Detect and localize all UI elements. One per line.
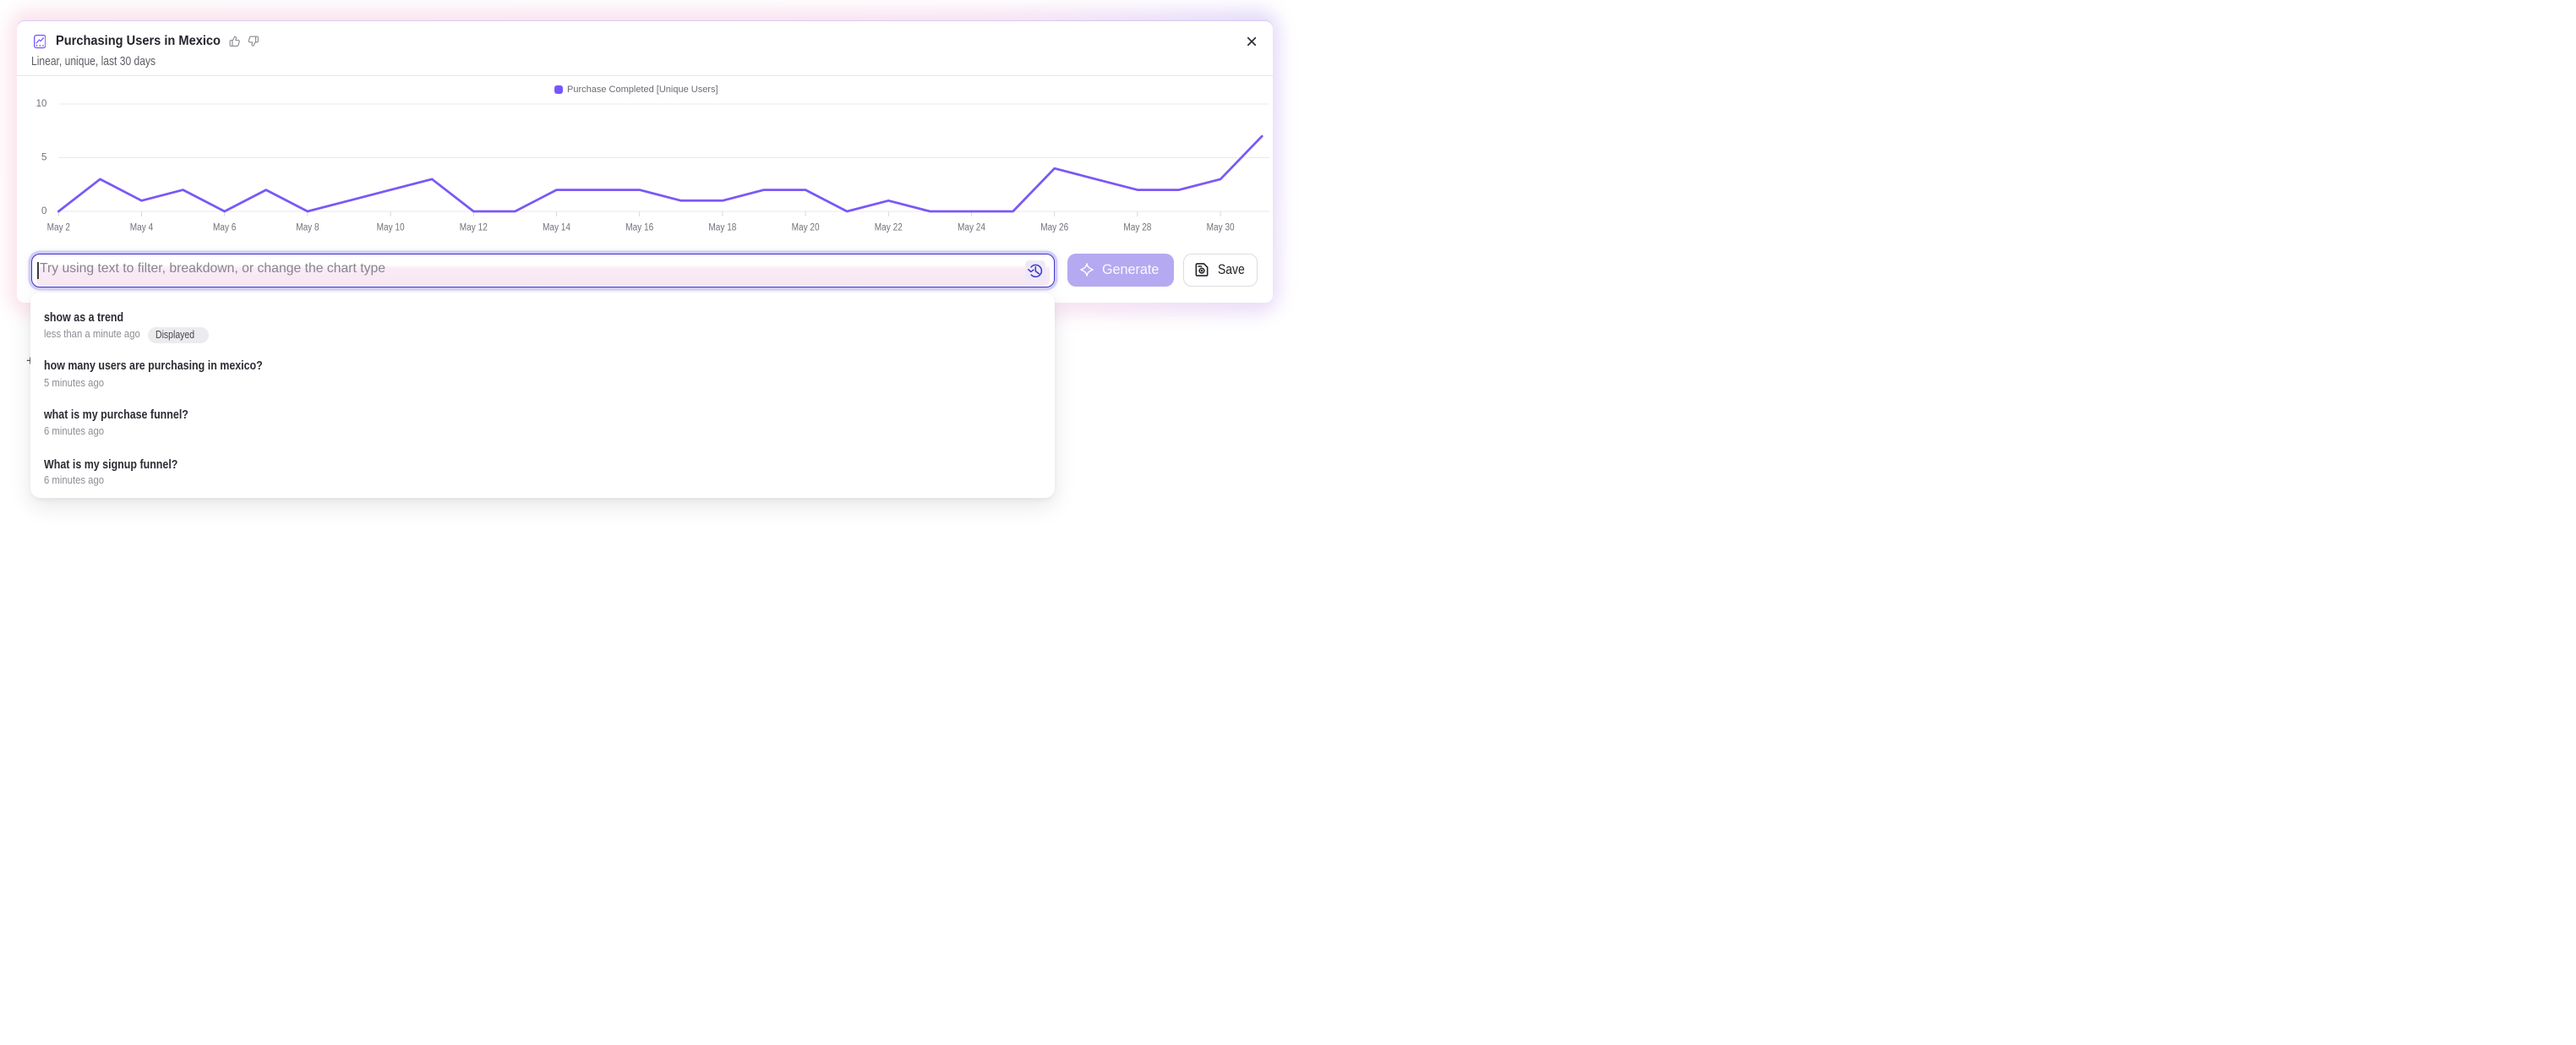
svg-text:May 14: May 14 [543,222,571,233]
svg-text:May 6: May 6 [213,222,236,233]
svg-text:May 24: May 24 [958,222,986,233]
svg-text:May 30: May 30 [1207,222,1235,233]
svg-text:May 10: May 10 [377,222,405,233]
svg-text:May 20: May 20 [792,222,820,233]
svg-text:May 26: May 26 [1040,222,1068,233]
svg-text:May 28: May 28 [1123,222,1151,233]
svg-text:May 4: May 4 [130,222,154,233]
svg-text:5: 5 [41,152,46,162]
svg-text:May 2: May 2 [47,222,70,233]
svg-text:0: 0 [41,205,46,216]
svg-text:May 16: May 16 [625,222,653,233]
svg-text:May 18: May 18 [708,222,736,233]
svg-text:May 8: May 8 [296,222,319,233]
svg-text:May 22: May 22 [875,222,903,233]
svg-text:May 12: May 12 [460,222,488,233]
svg-text:10: 10 [36,98,47,108]
